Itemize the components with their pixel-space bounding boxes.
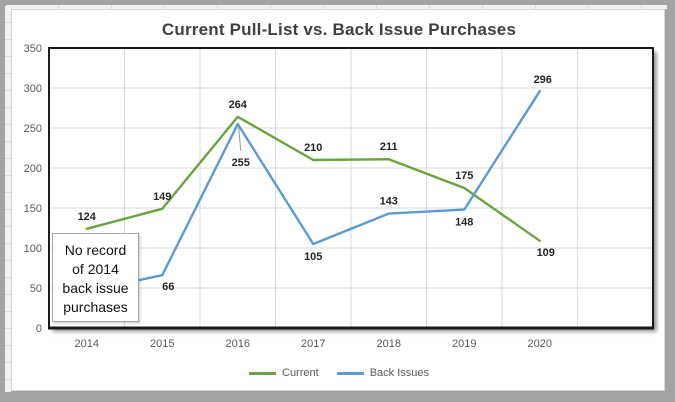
y-tick-label: 200 <box>24 163 42 175</box>
label-leader-line <box>238 127 242 152</box>
data-label: 105 <box>304 251 322 263</box>
x-tick-label: 2015 <box>150 338 174 350</box>
legend-swatch-current-icon <box>249 371 276 375</box>
data-label: 124 <box>78 211 97 223</box>
data-label: 149 <box>153 191 171 203</box>
spreadsheet-column-edge <box>6 5 667 9</box>
legend-item-current: Current <box>249 367 319 379</box>
y-tick-label: 0 <box>36 323 42 335</box>
legend-label-current: Current <box>282 367 319 379</box>
data-label: 66 <box>162 281 174 293</box>
x-tick-label: 2014 <box>75 338 99 350</box>
annotation-line: purchases <box>63 299 128 315</box>
series-line-current <box>85 115 541 243</box>
data-label: 255 <box>232 157 250 169</box>
data-label: 109 <box>537 247 555 259</box>
y-tick-label: 50 <box>30 283 42 295</box>
x-tick-label: 2019 <box>452 338 476 350</box>
annotation-line: back issue <box>62 280 129 296</box>
annotation-textbox: No record of 2014 back issue purchases <box>52 233 139 322</box>
legend-item-back-issues: Back Issues <box>336 367 429 379</box>
x-tick-label: 2017 <box>301 338 325 350</box>
annotation-line: of 2014 <box>72 261 119 277</box>
chart-legend: Current Back Issues <box>11 366 667 380</box>
data-label: 210 <box>304 142 322 154</box>
chart-title: Current Pull-List vs. Back Issue Purchas… <box>161 20 517 39</box>
y-tick-label: 300 <box>24 83 42 95</box>
x-tick-label: 2020 <box>528 338 552 350</box>
spreadsheet-row-edge <box>5 6 11 392</box>
y-tick-label: 150 <box>24 203 42 215</box>
data-label: 296 <box>534 74 552 86</box>
y-tick-label: 250 <box>24 123 42 135</box>
annotation-line: No record <box>64 242 127 258</box>
x-tick-label: 2018 <box>377 338 401 350</box>
data-label: 148 <box>455 217 473 229</box>
data-label: 211 <box>380 141 398 153</box>
legend-label-back-issues: Back Issues <box>369 367 429 379</box>
y-tick-label: 100 <box>24 243 42 255</box>
y-tick-label: 350 <box>24 43 42 55</box>
legend-swatch-back-issues-icon <box>336 371 364 375</box>
data-label: 175 <box>455 170 473 182</box>
x-tick-label: 2016 <box>226 338 250 350</box>
data-label: 264 <box>229 99 248 111</box>
data-label: 143 <box>380 196 398 208</box>
series-line-back-issues <box>85 89 541 293</box>
